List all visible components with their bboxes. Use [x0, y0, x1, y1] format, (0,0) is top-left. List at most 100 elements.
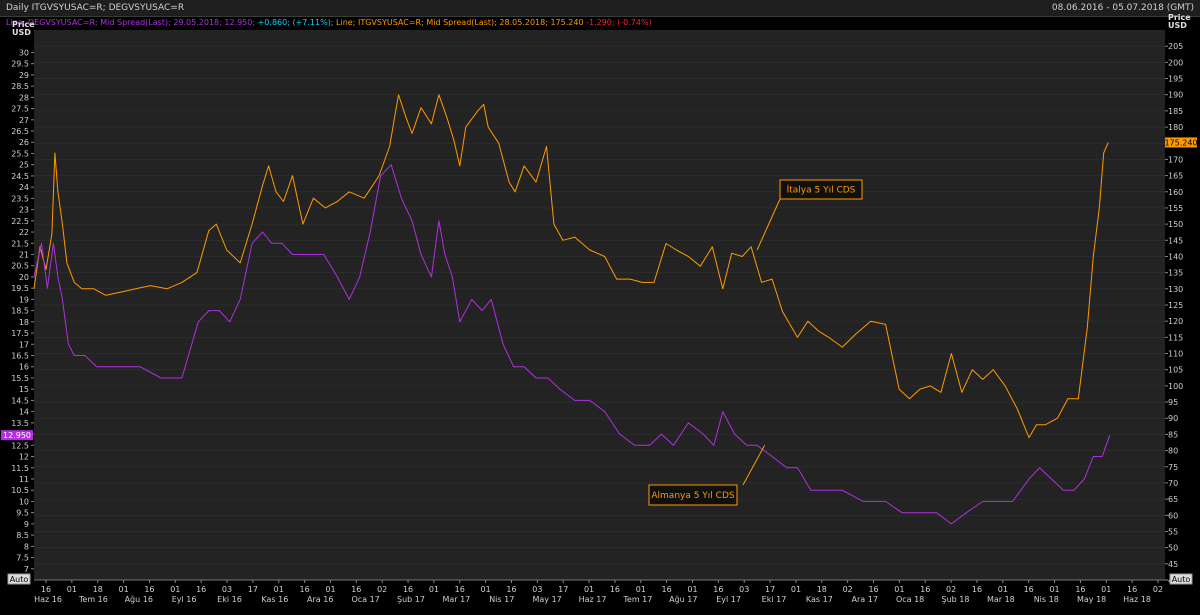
x-month-label: Eki 17	[762, 595, 787, 604]
italy-last-value-tag: 175.240	[1164, 137, 1198, 148]
left-tick-label: 8.5	[16, 531, 29, 540]
x-day-label: 03	[222, 585, 232, 594]
x-month-label: Şub 17	[397, 595, 425, 604]
left-axis-bg	[0, 30, 34, 585]
germany-series-line[interactable]	[33, 164, 1111, 525]
auto-button-right[interactable]: Auto	[1169, 573, 1193, 585]
x-day-label: 16	[662, 585, 672, 594]
right-tick-label: 125	[1168, 301, 1183, 310]
right-tick-label: 95	[1168, 398, 1178, 407]
auto-button-right-bg	[1169, 573, 1193, 585]
right-tick-label: 70	[1168, 479, 1178, 488]
left-tick-label: 23	[19, 206, 29, 215]
x-month-label: Eki 16	[217, 595, 242, 604]
x-day-label: 02	[843, 585, 853, 594]
x-month-label: Mar 17	[442, 595, 470, 604]
legend-italy-label[interactable]: Line; ITGVSYUSAC=R; Mid Spread(Last); 28…	[333, 18, 584, 27]
right-tick-label: 65	[1168, 495, 1178, 504]
x-month-label: Tem 16	[78, 595, 108, 604]
right-tick-label: 180	[1168, 123, 1183, 132]
x-day-label: 16	[403, 585, 413, 594]
left-tick-label: 16	[19, 363, 29, 372]
x-month-label: Kas 16	[261, 595, 288, 604]
right-tick-label: 105	[1168, 366, 1183, 375]
x-day-label: 16	[144, 585, 154, 594]
left-tick-label: 11.5	[11, 464, 29, 473]
left-tick-label: 22.5	[11, 217, 29, 226]
left-tick-label: 28	[19, 93, 29, 102]
left-tick-label: 10	[19, 497, 29, 506]
right-tick-label: 165	[1168, 172, 1183, 181]
left-tick-label: 9.5	[16, 509, 29, 518]
right-tick-label: 200	[1168, 58, 1183, 67]
right-axis-label: Price	[1168, 13, 1191, 22]
right-tick-label: 140	[1168, 252, 1183, 261]
left-tick-label: 26.5	[11, 127, 29, 136]
series-layer	[33, 94, 1111, 525]
right-tick-label: 55	[1168, 527, 1178, 536]
right-axis-bg	[1165, 30, 1200, 585]
x-day-label: 01	[894, 585, 904, 594]
x-day-label: 18	[817, 585, 827, 594]
left-tick-label: 17.5	[11, 329, 29, 338]
left-tick-label: 18.5	[11, 307, 29, 316]
left-tick-label: 7	[24, 565, 29, 574]
chart-title: Daily ITGVSYUSAC=R; DEGVSYUSAC=R	[6, 3, 185, 13]
x-day-label: 16	[1024, 585, 1034, 594]
date-range: 08.06.2016 - 05.07.2018 (GMT)	[1051, 3, 1194, 13]
legend-bar: Line; DEGVSYUSAC=R; Mid Spread(Last); 29…	[6, 16, 1200, 30]
right-tick-label: 150	[1168, 220, 1183, 229]
x-day-label: 02	[1153, 585, 1163, 594]
auto-button-left-label: Auto	[10, 575, 29, 584]
x-month-label: Oca 17	[351, 595, 379, 604]
right-tick-label: 90	[1168, 414, 1178, 423]
legend-germany-label[interactable]: Line; DEGVSYUSAC=R; Mid Spread(Last); 29…	[6, 18, 256, 27]
x-day-label: 01	[687, 585, 697, 594]
x-day-label: 01	[584, 585, 594, 594]
x-day-label: 17	[765, 585, 775, 594]
italy-annotation: İtalya 5 Yıl CDS	[756, 179, 863, 251]
x-month-label: May 17	[532, 595, 561, 604]
right-tick-label: 190	[1168, 91, 1183, 100]
italy-series-line[interactable]	[33, 94, 1109, 439]
annotation-box	[779, 179, 863, 200]
x-day-label: 16	[455, 585, 465, 594]
left-tick-label: 7.5	[16, 554, 29, 563]
annotation-leader-line	[756, 198, 781, 251]
x-day-label: 01	[325, 585, 335, 594]
x-day-label: 16	[972, 585, 982, 594]
auto-button-left[interactable]: Auto	[7, 573, 31, 585]
x-day-label: 16	[1127, 585, 1137, 594]
left-tick-label: 16.5	[11, 352, 29, 361]
x-month-label: Haz 16	[34, 595, 62, 604]
left-tick-label: 15.5	[11, 374, 29, 383]
left-tick-label: 22	[19, 228, 29, 237]
window-title-bar: Daily ITGVSYUSAC=R; DEGVSYUSAC=R 08.06.2…	[0, 0, 1200, 17]
annotation-layer: İtalya 5 Yıl CDS Almanya 5 Yıl CDS	[648, 179, 863, 506]
left-tick-label: 29	[19, 71, 29, 80]
right-axis-unit: USD	[1168, 21, 1187, 30]
x-day-label: 16	[351, 585, 361, 594]
right-axis[interactable]: PriceUSD40455055606570758085909510010511…	[1165, 13, 1200, 585]
left-tick-label: 12.5	[11, 441, 29, 450]
auto-button-left-bg	[7, 573, 31, 585]
left-tick-label: 21	[19, 250, 29, 259]
left-tick-label: 26	[19, 138, 29, 147]
x-month-label: Mar 18	[987, 595, 1015, 604]
x-day-label: 01	[170, 585, 180, 594]
right-tick-label: 50	[1168, 544, 1178, 553]
x-month-label: Haz 18	[1123, 595, 1151, 604]
x-axis[interactable]: 16 01 18 01 16 01 16 03 17 01 16 01 16 02 16 01 16 01 16 03…	[7, 573, 1193, 604]
auto-button-right-label: Auto	[1172, 575, 1191, 584]
x-month-label: Ara 16	[307, 595, 333, 604]
x-day-label: 16	[506, 585, 516, 594]
legend-italy-change: -1.290; (-0.74%)	[583, 18, 652, 27]
last-value-tags: 12.950 175.240	[1, 137, 1198, 441]
right-tick-label: 75	[1168, 463, 1178, 472]
left-tick-label: 25.5	[11, 149, 29, 158]
left-tick-label: 8	[24, 542, 29, 551]
right-tick-label: 170	[1168, 155, 1183, 164]
right-tick-label: 145	[1168, 236, 1183, 245]
